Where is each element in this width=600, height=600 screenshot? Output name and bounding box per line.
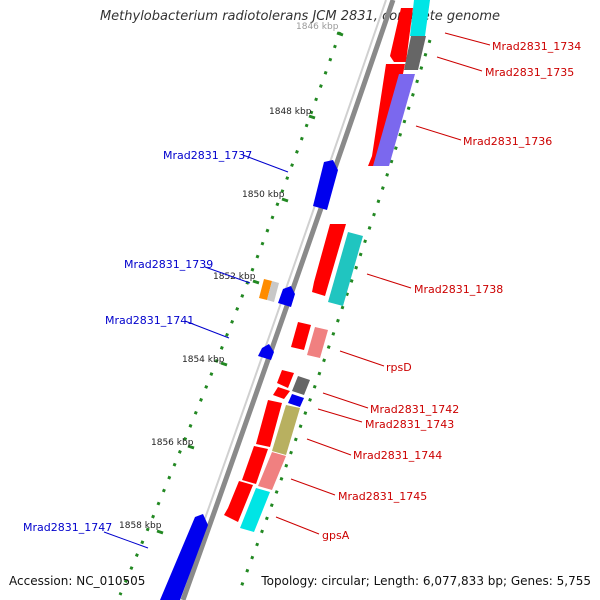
gene-arrow-gpsa-b[interactable] — [240, 488, 270, 532]
leader-line — [436, 56, 483, 72]
gene-label-mrad2831-1738[interactable]: Mrad2831_1738 — [414, 283, 503, 296]
gene-arrow-small-red2[interactable] — [273, 387, 290, 399]
scale-ticks — [156, 31, 344, 535]
leader-line — [290, 478, 336, 496]
tick-label: 1854 kbp — [182, 355, 225, 365]
tick-mark — [336, 31, 344, 37]
gene-arrow-mrad2831-1735[interactable] — [404, 36, 426, 70]
gene-label-mrad2831-1742[interactable]: Mrad2831_1742 — [370, 403, 459, 416]
tick-mark — [187, 444, 195, 450]
gene-label-gpsa[interactable]: gpsA — [322, 529, 350, 542]
gene-arrow-mrad2831-1734[interactable] — [390, 8, 413, 62]
outer-dotted-ring — [238, 39, 432, 591]
gene-label-mrad2831-1737[interactable]: Mrad2831_1737 — [163, 149, 252, 162]
accession-text: Accession: NC_010505 — [9, 574, 146, 588]
leader-line — [103, 531, 149, 549]
gene-arrow-mrad2831-1744b[interactable] — [272, 405, 300, 455]
leader-line — [415, 125, 462, 141]
gene-label-mrad2831-1734[interactable]: Mrad2831_1734 — [492, 40, 581, 53]
gene-arrow-mrad2831-1744[interactable] — [256, 400, 282, 447]
tick-mark — [252, 279, 260, 285]
gene-label-mrad2831-1735[interactable]: Mrad2831_1735 — [485, 66, 574, 79]
topology-text: Topology: circular; Length: 6,077,833 bp… — [261, 574, 591, 588]
gene-arrow-mrad2831-1737[interactable] — [313, 160, 338, 210]
gene-arrow-mrad2831-1743[interactable] — [288, 394, 304, 407]
leader-line — [322, 392, 369, 409]
tick-mark — [220, 361, 228, 367]
gene-arrow-cyan-top[interactable] — [410, 0, 430, 36]
gene-label-mrad2831-1743[interactable]: Mrad2831_1743 — [365, 418, 454, 431]
tick-label: 1846 kbp — [296, 22, 339, 32]
tick-label: 1848 kbp — [269, 107, 312, 117]
gene-arrow-mrad2831-1747[interactable] — [160, 514, 208, 600]
gene-arrow-mrad2831-1742[interactable] — [292, 376, 310, 395]
leader-line — [444, 32, 491, 46]
tick-mark — [308, 114, 316, 120]
tick-label: 1856 kbp — [151, 438, 194, 448]
gene-label-mrad2831-1741[interactable]: Mrad2831_1741 — [105, 314, 194, 327]
leader-line — [306, 438, 352, 456]
gene-arrow-rpsd-b[interactable] — [307, 327, 328, 358]
gene-label-mrad2831-1739[interactable]: Mrad2831_1739 — [124, 258, 213, 271]
gene-arrow-gpsa[interactable] — [224, 481, 253, 522]
gene-label-mrad2831-1747[interactable]: Mrad2831_1747 — [23, 521, 112, 534]
gene-arrow-mrad2831-1739-orange[interactable] — [259, 279, 272, 300]
gene-arrow-mrad2831-1736b[interactable] — [373, 74, 415, 166]
gene-arrow-rpsd[interactable] — [291, 322, 311, 350]
leader-line — [184, 320, 230, 339]
gene-arrow-mrad2831-1738[interactable] — [312, 224, 346, 296]
gene-arrow-mrad2831-1745b[interactable] — [258, 452, 286, 490]
leader-line — [275, 516, 320, 535]
gene-arrow-mrad2831-1745[interactable] — [242, 446, 268, 484]
tick-mark — [156, 529, 164, 535]
tick-label: 1858 kbp — [119, 521, 162, 531]
tick-mark — [281, 197, 289, 203]
gene-label-rpsd[interactable]: rpsD — [386, 361, 412, 374]
leader-line — [339, 350, 385, 367]
gene-arrow-small-red[interactable] — [277, 370, 294, 388]
leader-line — [204, 266, 251, 284]
leader-line — [242, 154, 289, 173]
gene-label-mrad2831-1744[interactable]: Mrad2831_1744 — [353, 449, 442, 462]
leader-line — [366, 273, 412, 289]
gene-arrow-mrad2831-1740[interactable] — [278, 286, 295, 307]
leader-line — [317, 408, 363, 423]
leader-lines — [103, 32, 491, 549]
gene-label-mrad2831-1745[interactable]: Mrad2831_1745 — [338, 490, 427, 503]
gene-arrow-mrad2831-1739-gray[interactable] — [267, 281, 279, 302]
gene-label-mrad2831-1736[interactable]: Mrad2831_1736 — [463, 135, 552, 148]
gene-arrow-mrad2831-1741[interactable] — [258, 344, 274, 360]
gene-arrow-mrad2831-1738b[interactable] — [328, 232, 363, 306]
tick-label: 1850 kbp — [242, 190, 285, 200]
